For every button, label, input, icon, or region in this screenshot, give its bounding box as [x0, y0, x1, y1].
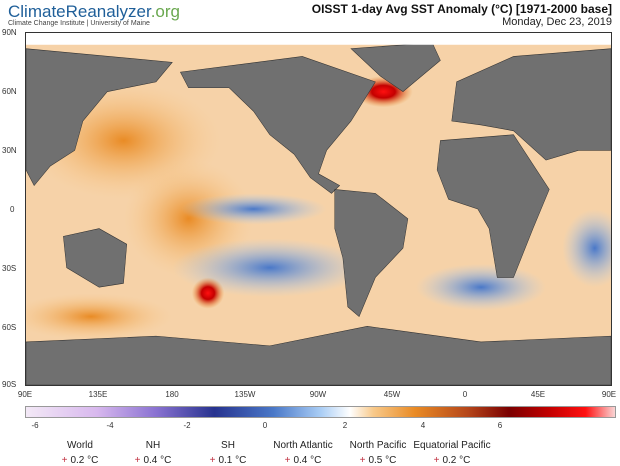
stat-nh: NH +0.4 °C	[98, 440, 208, 466]
lat-label: 60N	[2, 87, 17, 96]
hot-spot	[191, 277, 225, 309]
stat-region: NH	[145, 440, 161, 451]
lat-label: 90N	[2, 28, 17, 37]
map-date: Monday, Dec 23, 2019	[502, 16, 612, 28]
sea-ice-arctic	[26, 33, 611, 45]
stat-north-pacific: North Pacific +0.5 °C	[323, 440, 433, 466]
colorbar-tick: 6	[497, 421, 503, 430]
stat-sign: +	[433, 455, 440, 466]
logo-tld: .org	[150, 2, 180, 21]
cold-anomaly	[416, 263, 546, 311]
lon-label: 135E	[88, 390, 108, 399]
lon-label: 90W	[309, 390, 327, 399]
cold-anomaly	[180, 193, 327, 225]
stat-value: 0.1 °C	[218, 455, 247, 466]
lat-label: 30N	[2, 146, 17, 155]
map-svg	[9, 33, 620, 386]
stat-sign: +	[209, 455, 216, 466]
lon-label: 45E	[530, 390, 546, 399]
stat-sign: +	[284, 455, 291, 466]
sst-anomaly-map	[9, 32, 620, 386]
lon-label: 90E	[17, 390, 33, 399]
logo-subtitle: Climate Change Institute | University of…	[8, 20, 150, 27]
stat-value: 0.2 °C	[442, 455, 471, 466]
stat-region: World	[67, 440, 93, 451]
lon-label: 45W	[383, 390, 401, 399]
land-south-america	[334, 189, 409, 317]
land-east-asia	[25, 48, 173, 187]
lon-label: 90E	[601, 390, 617, 399]
lon-label: 0	[462, 390, 468, 399]
logo[interactable]: ClimateReanalyzer.org	[8, 2, 180, 22]
colorbar-tick: -6	[31, 421, 39, 430]
colorbar-tick: 4	[420, 421, 426, 430]
stat-sign: +	[61, 455, 68, 466]
stat-value: 0.5 °C	[368, 455, 397, 466]
logo-main: ClimateReanalyzer	[8, 2, 151, 21]
stat-region: North Pacific	[349, 440, 407, 451]
stat-value: 0.4 °C	[293, 455, 322, 466]
warm-anomaly	[9, 293, 173, 341]
stat-sh: SH +0.1 °C	[173, 440, 283, 466]
stat-sign: +	[359, 455, 366, 466]
stat-value: 0.2 °C	[70, 455, 99, 466]
colorbar-tick: 2	[342, 421, 348, 430]
lat-label: 30S	[2, 264, 17, 273]
land-north-america	[179, 56, 376, 194]
stat-region: North Atlantic	[273, 440, 333, 451]
cold-anomaly	[172, 238, 368, 297]
stat-region: Equatorial Pacific	[413, 440, 491, 451]
cold-anomaly	[562, 209, 620, 288]
stat-sign: +	[134, 455, 141, 466]
stat-world: World +0.2 °C	[25, 440, 135, 466]
stat-value: 0.4 °C	[143, 455, 172, 466]
lon-label: 180	[165, 390, 179, 399]
lat-label: 0	[10, 205, 15, 214]
colorbar-tick: 0	[262, 421, 268, 430]
land-australia	[63, 228, 128, 288]
lat-label: 60S	[2, 323, 17, 332]
stat-region: SH	[221, 440, 235, 451]
lon-label: 135W	[234, 390, 256, 399]
stat-north-atlantic: North Atlantic +0.4 °C	[248, 440, 358, 466]
land-eurasia	[451, 48, 612, 161]
lat-label: 90S	[2, 380, 17, 389]
stat-equatorial-pacific: Equatorial Pacific +0.2 °C	[397, 440, 507, 466]
land-africa	[436, 134, 550, 278]
map-title: OISST 1-day Avg SST Anomaly (°C) [1971-2…	[311, 2, 612, 16]
colorbar-tick: -4	[106, 421, 114, 430]
colorbar	[25, 406, 616, 418]
colorbar-tick: -2	[183, 421, 191, 430]
